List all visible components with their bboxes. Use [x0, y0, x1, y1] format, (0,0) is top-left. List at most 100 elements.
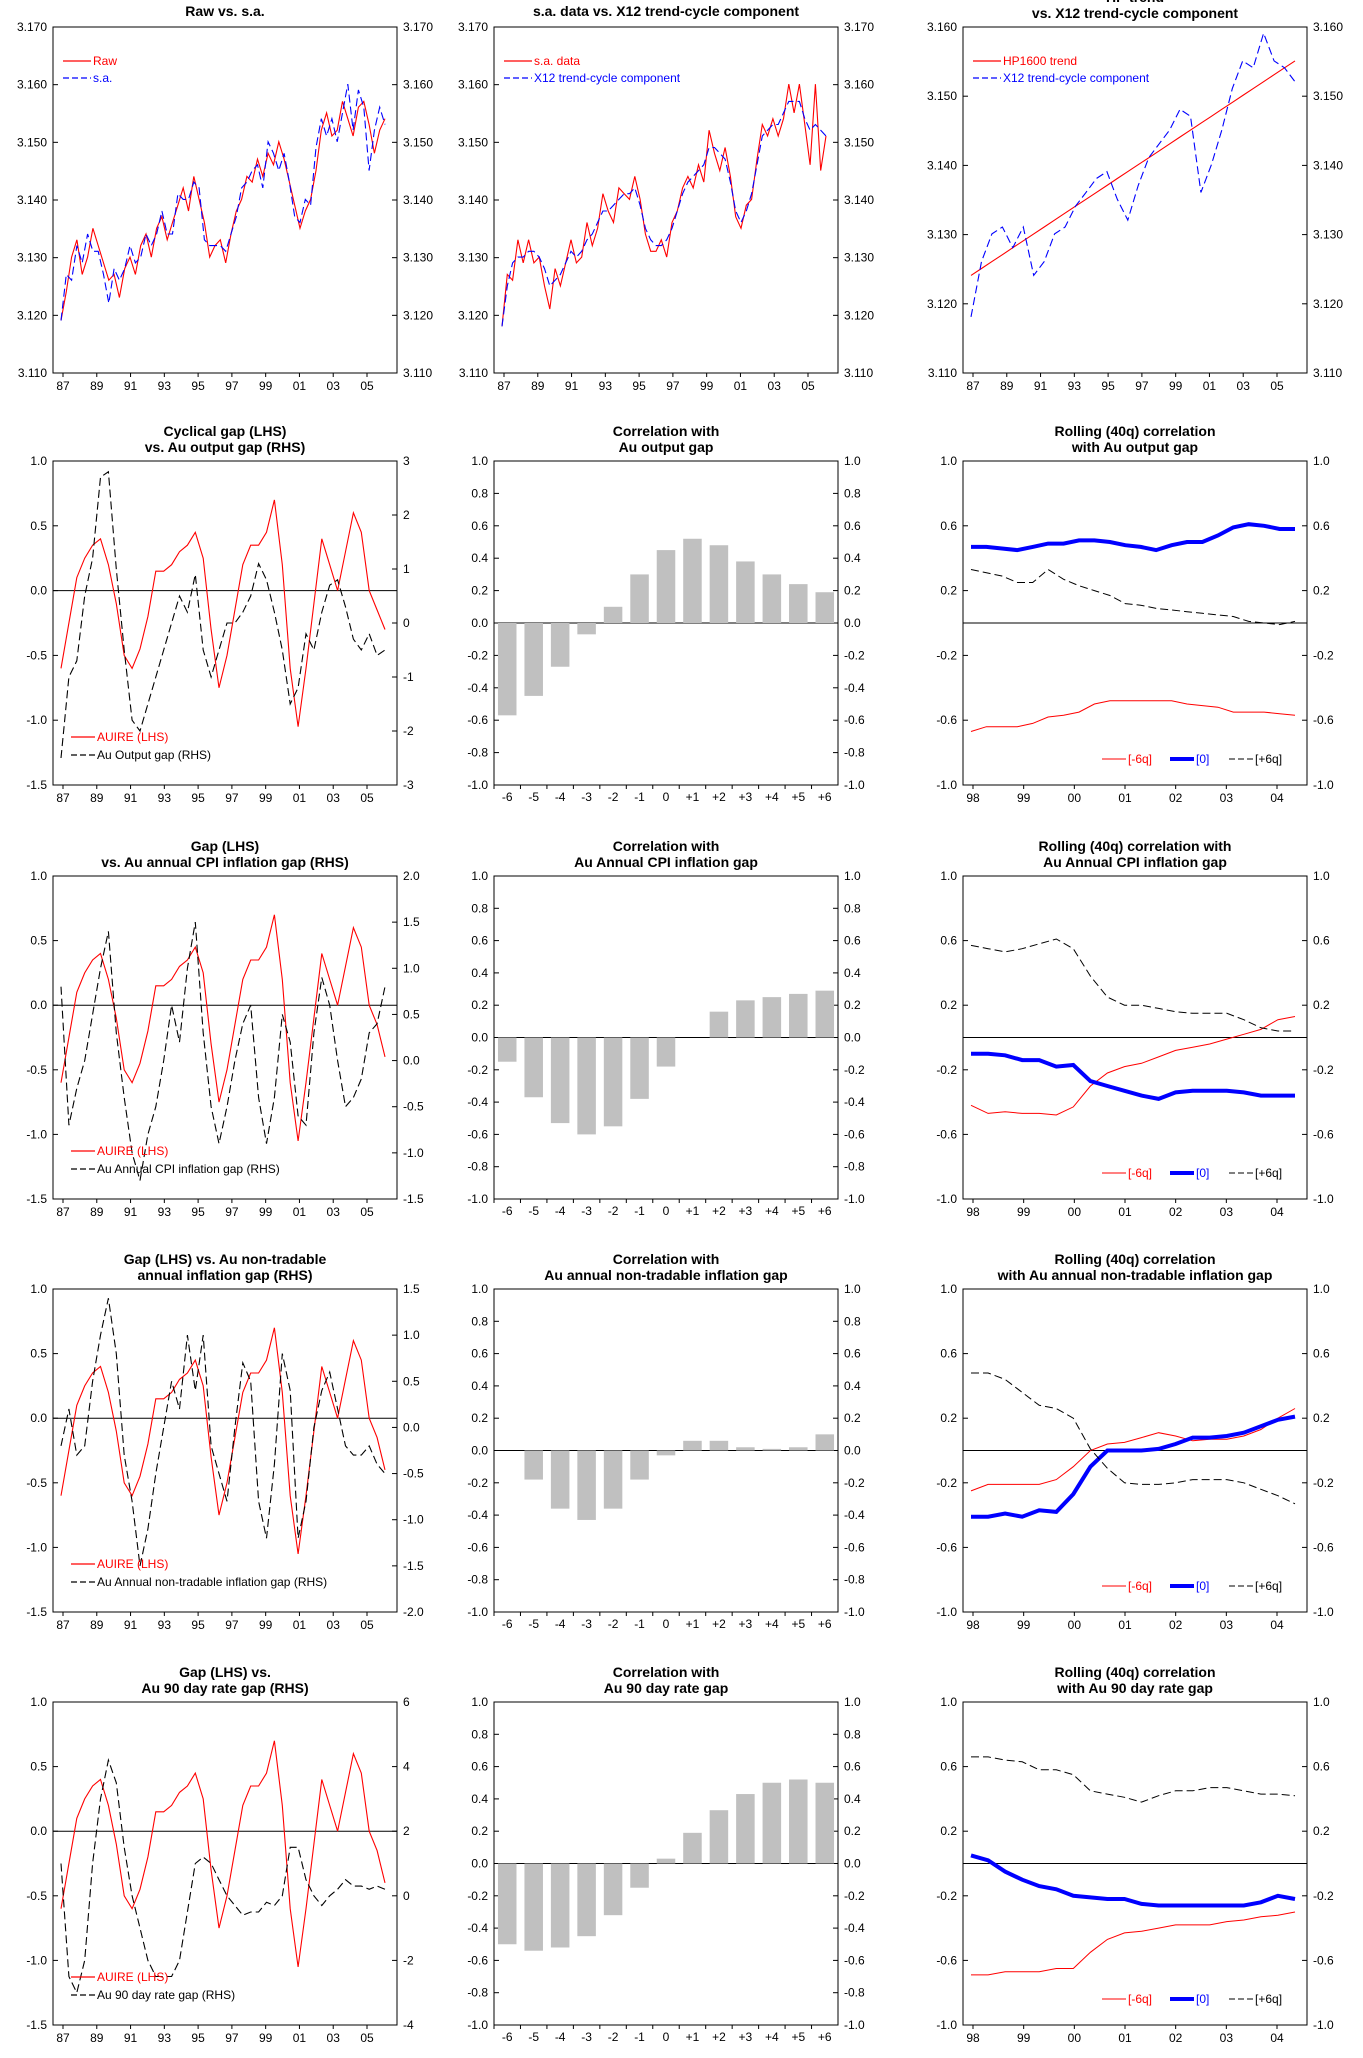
x-tick-label: -4: [555, 1617, 566, 1631]
y-tick-label-right: 1.5: [403, 915, 420, 929]
bar-0: [656, 1450, 676, 1456]
y-tick-label-right: -2: [403, 1953, 414, 1967]
x-tick-label: +1: [686, 1617, 700, 1631]
y-tick-label-left: 3.110: [18, 366, 47, 380]
y-tick-label-right: 0.2: [844, 1824, 861, 1838]
x-tick-label: +3: [739, 2030, 753, 2044]
x-tick-label: 01: [1203, 379, 1217, 393]
y-tick-label-right: 3.170: [844, 20, 874, 34]
chart-title: Cyclical gap (LHS): [164, 423, 287, 439]
x-tick-label: 95: [1101, 379, 1115, 393]
x-tick-label: 89: [90, 379, 104, 393]
y-tick-label-left: -1.0: [467, 1605, 488, 1619]
y-tick-label-right: 0.6: [844, 1760, 861, 1774]
x-tick-label: 91: [124, 1205, 138, 1219]
x-tick-label: -1: [634, 790, 645, 804]
y-tick-label-right: -0.2: [1313, 1476, 1334, 1490]
chart-subtitle: Au output gap: [619, 439, 714, 455]
x-tick-label: 0: [663, 790, 670, 804]
y-tick-label-left: -0.8: [467, 1160, 488, 1174]
y-tick-label-right: 1.0: [1313, 1282, 1330, 1296]
y-tick-label-left: 0.2: [940, 1824, 957, 1838]
y-tick-label-left: 0.0: [471, 616, 488, 630]
chart-subtitle: vs. X12 trend-cycle component: [1032, 5, 1239, 21]
bar-+1: [683, 538, 702, 623]
chart-title: HP trend: [1106, 0, 1164, 5]
chart-subtitle: with Au 90 day rate gap: [1056, 1680, 1213, 1696]
legend-label: [0]: [1196, 752, 1209, 766]
y-tick-label-left: -0.4: [467, 1095, 488, 1109]
y-tick-label-right: -1.0: [1313, 1605, 1334, 1619]
legend-label: X12 trend-cycle component: [534, 71, 681, 85]
legend-label: AUIRE (LHS): [97, 1970, 168, 1984]
bar-+2: [709, 1440, 729, 1451]
y-tick-label-left: 3.160: [927, 20, 957, 34]
x-tick-label: 93: [1068, 379, 1082, 393]
y-tick-label-right: -1: [403, 670, 414, 684]
x-tick-label: 01: [293, 1618, 307, 1632]
y-tick-label-left: 0.5: [30, 1347, 47, 1361]
y-tick-label-left: 0.8: [471, 1314, 488, 1328]
y-tick-label-left: 0.8: [471, 486, 488, 500]
y-tick-label-right: 0.4: [844, 1792, 861, 1806]
legend-label: s.a. data: [534, 54, 580, 68]
series-line-3: [971, 1756, 1296, 1803]
x-tick-label: 99: [259, 2031, 273, 2045]
x-tick-label: 03: [327, 379, 341, 393]
bar--2: [603, 1450, 623, 1509]
y-tick-label-right: 4: [403, 1760, 410, 1774]
series-line-2: [971, 1051, 1295, 1101]
x-tick-label: 89: [90, 2031, 104, 2045]
x-tick-label: 98: [966, 1205, 980, 1219]
y-tick-label-left: -0.6: [467, 1953, 488, 1967]
x-tick-label: 95: [191, 791, 205, 805]
x-tick-label: 99: [259, 791, 273, 805]
x-tick-label: 87: [497, 379, 511, 393]
x-tick-label: +2: [712, 2030, 726, 2044]
chart-panel-1: Raw vs. s.a. 3.170 3.160 3.150 3.140 3.130 3.1…: [17, 3, 433, 393]
x-tick-label: 99: [259, 1618, 273, 1632]
bar-+3: [736, 1794, 755, 1864]
x-tick-label: 03: [1220, 791, 1234, 805]
y-tick-label-left: 0.6: [471, 519, 488, 533]
chart-subtitle: with Au annual non-tradable inflation ga…: [997, 1267, 1273, 1283]
bar-0: [656, 550, 676, 623]
y-tick-label-left: -0.6: [936, 1953, 957, 1967]
bar-+3: [736, 561, 755, 623]
y-tick-label-right: -0.5: [403, 1100, 424, 1114]
series-line-2: [970, 1853, 1296, 1908]
series-line-1: [971, 1911, 1296, 1976]
x-tick-label: 03: [1220, 1205, 1234, 1219]
bar-0: [656, 1037, 676, 1067]
y-tick-label-left: 3.120: [927, 297, 957, 311]
plot-frame: [962, 26, 1308, 374]
y-tick-label-left: 0.0: [471, 1857, 488, 1871]
y-tick-label-left: -1.0: [26, 1953, 47, 1967]
x-tick-label: 91: [124, 379, 138, 393]
y-tick-label-right: -3: [403, 778, 414, 792]
y-tick-label-left: 0.5: [30, 1760, 47, 1774]
x-tick-label: +5: [791, 1204, 805, 1218]
bar-+5: [789, 1779, 808, 1864]
y-tick-label-right: 0.6: [1313, 934, 1330, 948]
y-tick-label-right: 1.0: [1313, 869, 1330, 883]
y-tick-label-left: -1.0: [936, 778, 957, 792]
x-tick-label: 05: [360, 1205, 374, 1219]
x-tick-label: 03: [327, 2031, 341, 2045]
y-tick-label-right: -0.4: [844, 1095, 865, 1109]
x-tick-label: -1: [634, 1204, 645, 1218]
bar--3: [577, 623, 596, 635]
y-tick-label-right: -0.4: [844, 681, 865, 695]
bar--5: [524, 1863, 543, 1951]
x-tick-label: 98: [966, 791, 980, 805]
y-tick-label-left: -0.6: [936, 1540, 957, 1554]
x-tick-label: -3: [581, 1204, 592, 1218]
y-tick-label-left: 3.160: [458, 78, 488, 92]
y-tick-label-left: -1.0: [467, 778, 488, 792]
y-tick-label-left: 0.5: [30, 934, 47, 948]
bar--2: [603, 606, 623, 623]
x-tick-label: -3: [581, 1617, 592, 1631]
y-tick-label-left: -0.2: [467, 1476, 488, 1490]
